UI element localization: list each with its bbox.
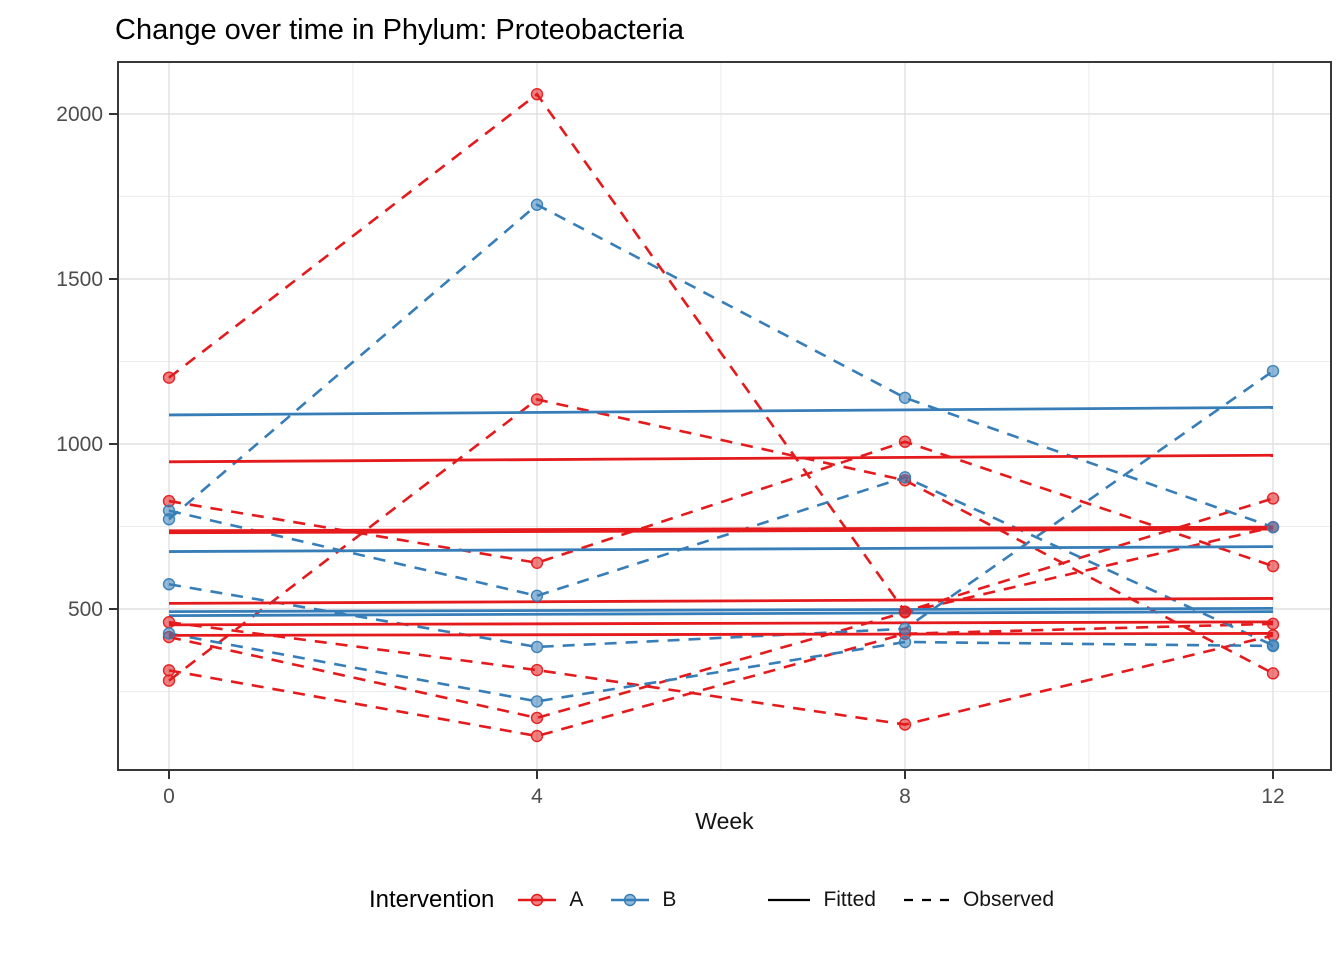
- chart-title: Change over time in Phylum: Proteobacter…: [115, 14, 685, 46]
- fitted-line-A: [168, 525, 1274, 533]
- observed-line-B: [168, 203, 1274, 529]
- y-tick-label: 2000: [56, 103, 103, 126]
- group-key-icon-B: [611, 893, 650, 907]
- data-point-B: [162, 578, 176, 591]
- legend-label-group-A: A: [569, 888, 584, 911]
- observed-line-A: [168, 440, 1274, 568]
- observed-line-A: [168, 525, 1274, 720]
- data-point-B: [1266, 639, 1280, 653]
- data-point-B: [530, 198, 544, 211]
- data-point-A: [530, 663, 544, 677]
- legend-item-group-A: A: [516, 888, 583, 912]
- x-axis-label: Week: [695, 808, 754, 834]
- data-point-B: [898, 471, 912, 484]
- y-tick-label: 1000: [56, 433, 103, 456]
- x-tick-label: 12: [1261, 785, 1284, 808]
- data-point-A: [898, 606, 912, 619]
- data-point-B: [898, 391, 912, 404]
- group-key-icon-A: [518, 893, 557, 907]
- data-point-B: [530, 589, 544, 602]
- data-point-A: [162, 371, 176, 384]
- data-point-A: [530, 393, 544, 406]
- legend-item-group-B: B: [609, 888, 676, 912]
- data-point-B: [530, 640, 544, 654]
- data-point-A: [898, 718, 912, 731]
- data-point-B: [162, 627, 176, 640]
- fitted-line-A: [168, 632, 1274, 637]
- data-point-A: [530, 729, 544, 743]
- fitted-line-A: [168, 620, 1274, 627]
- data-point-A: [898, 435, 912, 448]
- data-point-A: [530, 556, 544, 569]
- observed-line-key-icon: [903, 898, 950, 902]
- data-point-A: [1266, 617, 1280, 631]
- data-point-A: [1266, 559, 1280, 573]
- data-point-B: [898, 622, 912, 635]
- x-tick-label: 4: [531, 785, 543, 808]
- legend-item-observed: Observed: [902, 888, 1054, 912]
- fitted-line-A: [168, 597, 1274, 605]
- observed-lines: [168, 92, 1274, 738]
- fitted-line-B: [168, 405, 1274, 417]
- data-point-A: [162, 616, 176, 629]
- data-point-A: [530, 711, 544, 725]
- legend-title: Intervention: [368, 886, 495, 913]
- legend-item-fitted: Fitted: [766, 888, 876, 912]
- observed-line-A: [168, 620, 1274, 726]
- data-point-A: [162, 664, 176, 677]
- fitted-lines: [168, 405, 1274, 637]
- data-point-A: [1266, 667, 1280, 680]
- legend-label-observed: Observed: [962, 888, 1055, 911]
- x-tick-label: 8: [899, 785, 911, 808]
- fitted-line-B: [168, 545, 1274, 553]
- observed-line-B: [168, 475, 1274, 647]
- observed-line-B: [168, 370, 1274, 649]
- legend-label-fitted: Fitted: [823, 888, 876, 911]
- observed-line-A: [168, 92, 1274, 614]
- data-point-B: [898, 635, 912, 649]
- observed-points: [162, 87, 1280, 743]
- x-tick-label: 0: [163, 785, 175, 808]
- axis-ticks: 500 1000 1500 2000 0 4 8 12: [56, 103, 1284, 808]
- observed-line-B: [168, 632, 1274, 703]
- panel-border: [117, 61, 1332, 771]
- fitted-line-A: [168, 453, 1274, 464]
- fitted-line-B: [168, 606, 1274, 614]
- fitted-line-A: [168, 527, 1274, 535]
- data-point-A: [1266, 492, 1280, 505]
- legend-label-group-B: B: [662, 888, 677, 911]
- data-point-A: [162, 674, 176, 687]
- data-point-B: [530, 695, 544, 708]
- data-point-A: [530, 87, 544, 101]
- fitted-line-key-icon: [768, 898, 811, 902]
- data-point-B: [162, 504, 176, 517]
- data-point-B: [1266, 520, 1280, 534]
- y-tick-label: 1500: [56, 268, 103, 291]
- fitted-line-B: [168, 610, 1274, 617]
- data-point-B: [1266, 364, 1280, 378]
- observed-line-A: [168, 398, 1274, 682]
- y-tick-label: 500: [68, 598, 103, 621]
